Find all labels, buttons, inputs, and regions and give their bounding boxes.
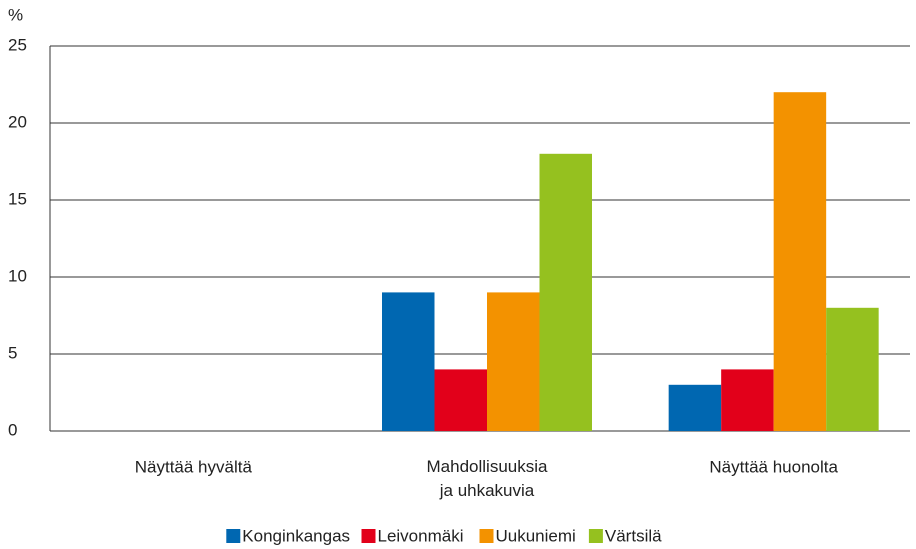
legend-label: Leivonmäki [378,526,464,545]
y-tick-label: 5 [8,343,17,362]
bar [721,369,774,431]
x-tick-label: Mahdollisuuksia ja uhkakuvia [427,457,548,500]
y-tick-label: 25 [8,35,27,54]
legend-swatch [588,529,603,543]
legend-label: Konginkangas [242,526,350,545]
y-tick-label: 15 [8,189,27,208]
y-axis-label: % [8,5,23,24]
legend-swatch [479,529,494,543]
bar [668,384,722,431]
legend-label: Värtsilä [605,526,662,545]
legend-swatch [361,529,376,543]
bar [434,369,487,431]
y-tick-label: 0 [8,420,17,439]
bar [487,292,540,431]
x-tick-label: Näyttää hyvältä [135,457,253,476]
bar [773,92,827,431]
bar [382,292,435,431]
y-tick-label: 20 [8,112,27,131]
legend-label: Uukuniemi [496,526,576,545]
bar [539,153,592,432]
legend-swatch [226,529,241,543]
x-tick-label: Näyttää huonolta [709,457,838,476]
y-tick-label: 10 [8,266,27,285]
bar [826,307,879,431]
